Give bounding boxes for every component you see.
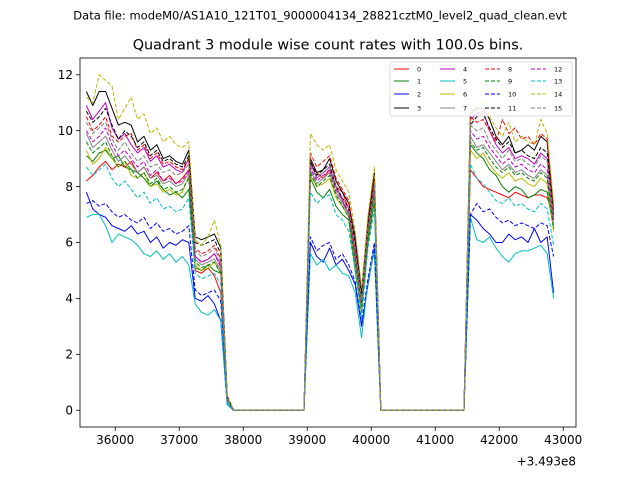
series-line-10 xyxy=(86,200,555,411)
series-line-0 xyxy=(86,160,555,411)
legend-label-9: 9 xyxy=(508,77,512,85)
legend-label-5: 5 xyxy=(463,77,467,85)
y-axis: 0 2 4 6 8 10 12 xyxy=(58,68,80,417)
x-tick-label: 43000 xyxy=(544,433,582,447)
series-line-1 xyxy=(86,144,555,411)
x-tick-label: 38000 xyxy=(224,433,262,447)
x-tick-label: 39000 xyxy=(288,433,326,447)
x-offset-label: +3.493e8 xyxy=(517,455,576,469)
series-line-2 xyxy=(85,192,555,411)
legend-label-14: 14 xyxy=(554,90,562,98)
series-line-11 xyxy=(85,107,555,411)
x-tick-label: 36000 xyxy=(96,433,134,447)
series-line-8 xyxy=(85,116,555,411)
y-tick-label: 0 xyxy=(65,403,73,417)
legend-label-11: 11 xyxy=(508,104,516,112)
y-tick-label: 8 xyxy=(65,180,73,194)
series-line-13 xyxy=(86,163,555,411)
legend-label-15: 15 xyxy=(554,104,562,112)
y-tick-label: 2 xyxy=(65,348,73,362)
legend-label-8: 8 xyxy=(508,65,512,73)
legend-label-10: 10 xyxy=(508,90,516,98)
series-line-15 xyxy=(85,121,555,411)
legend-label-4: 4 xyxy=(463,65,467,73)
x-axis: 36000 37000 38000 39000 40000 41000 42000 43000 xyxy=(96,427,582,447)
series-layer xyxy=(85,74,555,411)
legend-label-1: 1 xyxy=(417,77,421,85)
y-tick-label: 6 xyxy=(65,236,73,250)
legend-label-13: 13 xyxy=(554,77,562,85)
legend-label-12: 12 xyxy=(554,65,562,73)
legend-label-2: 2 xyxy=(417,90,421,98)
legend-label-7: 7 xyxy=(463,104,467,112)
file-suptitle: Data file: modeM0/AS1A10_121T01_90000041… xyxy=(73,9,567,23)
y-tick-label: 4 xyxy=(65,292,73,306)
series-line-7 xyxy=(85,133,555,411)
x-tick-label: 40000 xyxy=(352,433,390,447)
x-tick-label: 37000 xyxy=(160,433,198,447)
legend-label-3: 3 xyxy=(417,104,421,112)
plot-area xyxy=(79,57,577,428)
x-tick-label: 41000 xyxy=(416,433,454,447)
series-line-6 xyxy=(85,147,555,411)
y-tick-label: 12 xyxy=(58,68,73,82)
legend-label-0: 0 xyxy=(417,65,421,73)
series-line-9 xyxy=(85,141,555,411)
series-line-5 xyxy=(86,214,555,411)
y-tick-label: 10 xyxy=(58,124,73,138)
legend-label-6: 6 xyxy=(463,90,467,98)
x-tick-label: 42000 xyxy=(480,433,518,447)
legend-box xyxy=(389,61,573,117)
series-line-12 xyxy=(85,127,555,411)
chart-title: Quadrant 3 module wise count rates with … xyxy=(133,38,524,54)
